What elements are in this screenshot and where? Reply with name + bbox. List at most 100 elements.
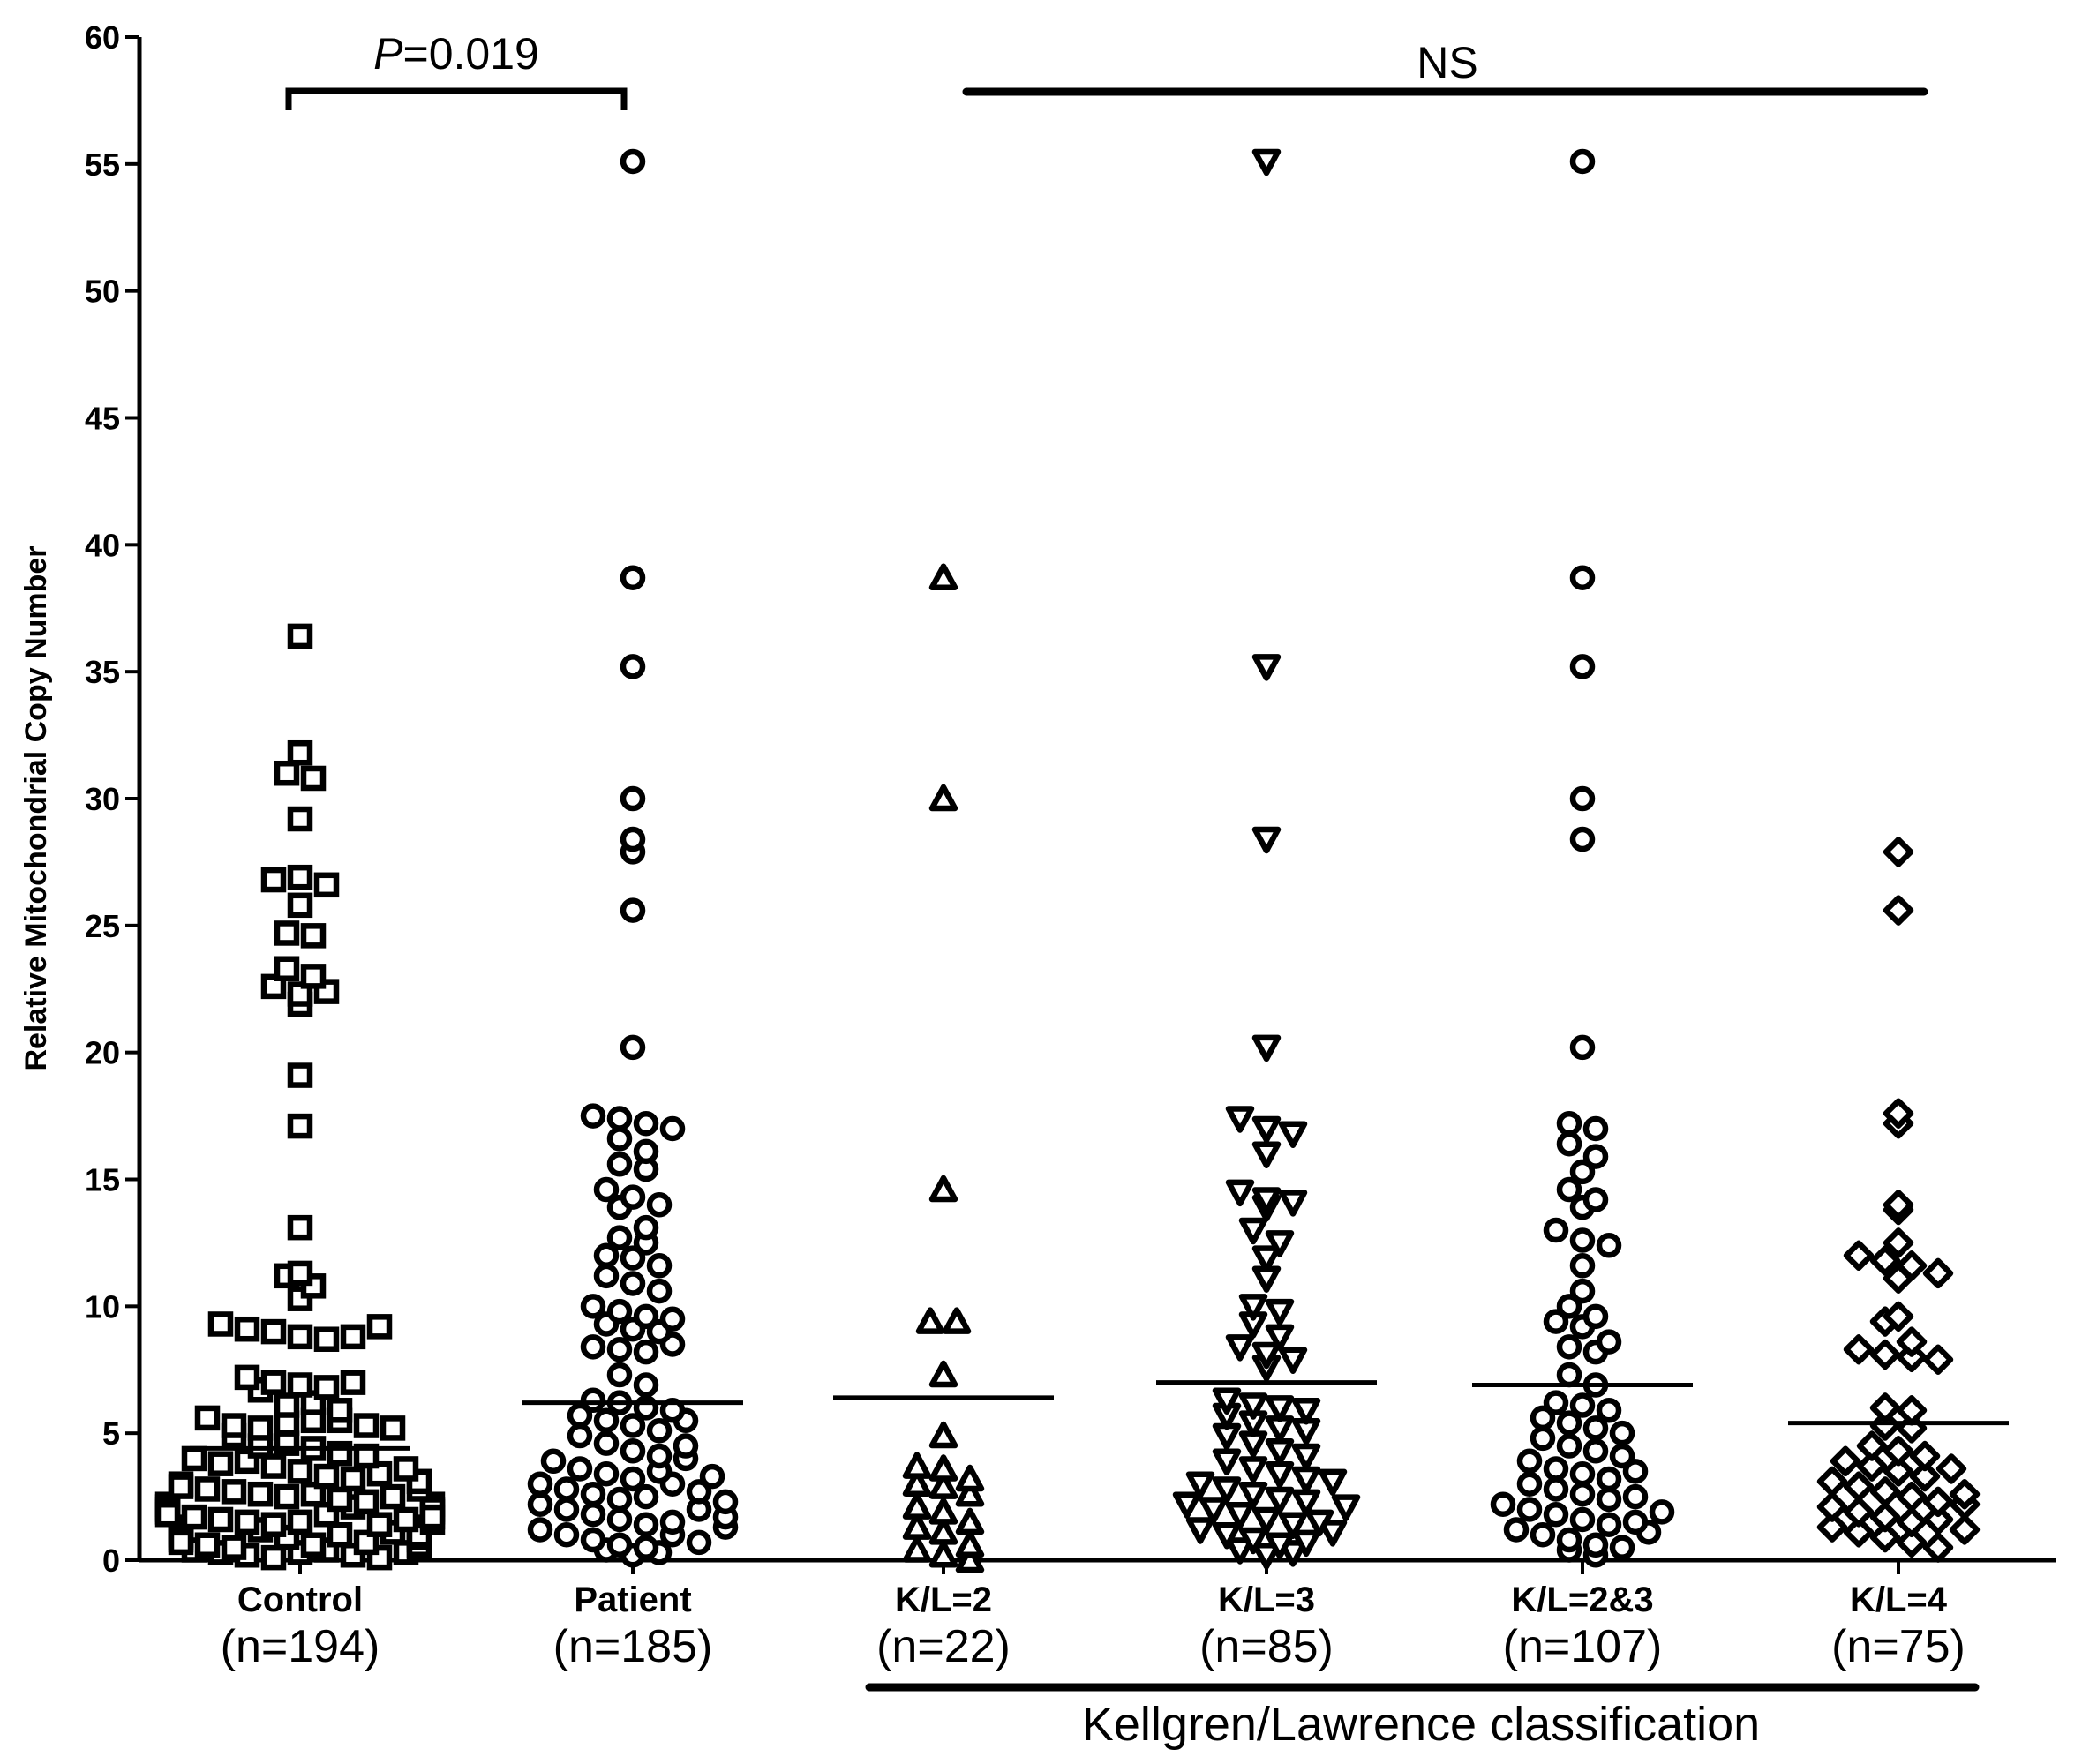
data-point: [646, 1443, 673, 1469]
data-point: [1543, 1217, 1569, 1243]
data-point: [1949, 1478, 1981, 1510]
p-value-bracket: [285, 87, 628, 110]
data-point: [606, 1126, 633, 1152]
data-point: [1582, 1144, 1609, 1169]
data-point: [1543, 1390, 1569, 1415]
data-point: [928, 1518, 958, 1545]
data-point: [287, 1509, 313, 1535]
data-point: [553, 1476, 580, 1502]
data-point: [287, 739, 313, 766]
data-point: [1883, 1301, 1914, 1332]
data-point: [274, 760, 300, 786]
sample-size-label: (n=185): [553, 1621, 713, 1672]
data-point: [393, 1456, 419, 1482]
data-point: [1596, 1466, 1622, 1492]
data-point: [1622, 1509, 1649, 1535]
data-point: [1251, 1341, 1282, 1370]
data-point: [340, 1324, 366, 1350]
data-point: [260, 1544, 287, 1571]
data-point: [1543, 1501, 1569, 1528]
data-point: [221, 1535, 247, 1560]
data-point: [1225, 1501, 1255, 1529]
data-point: [221, 1479, 247, 1505]
y-tick-label: 25: [85, 908, 120, 944]
data-point: [1856, 1451, 1888, 1482]
ns-label: NS: [1417, 38, 1477, 87]
data-point: [207, 1311, 234, 1337]
data-point: [1816, 1466, 1848, 1498]
y-tick-label: 30: [85, 781, 120, 817]
data-points: [154, 148, 1981, 1573]
data-point: [327, 1486, 353, 1513]
data-point: [1238, 1456, 1268, 1483]
data-point: [1830, 1445, 1861, 1477]
data-point: [287, 1260, 313, 1287]
data-point: [633, 1535, 659, 1560]
data-point: [1569, 1278, 1596, 1304]
data-point: [1225, 1179, 1255, 1207]
data-point: [194, 1476, 221, 1502]
data-point: [1556, 1176, 1582, 1203]
data-point: [1291, 1443, 1321, 1471]
data-point: [1609, 1443, 1635, 1469]
data-point: [1843, 1517, 1875, 1548]
data-point: [1212, 1387, 1242, 1415]
data-point: [1582, 1532, 1609, 1558]
data-point: [1869, 1339, 1901, 1370]
data-point: [181, 1445, 207, 1472]
data-point: [313, 1375, 340, 1400]
data-point: [1869, 1476, 1901, 1507]
data-point: [1596, 1512, 1622, 1537]
data-point: [955, 1479, 985, 1507]
data-point: [1490, 1491, 1516, 1517]
data-point: [1609, 1420, 1635, 1446]
data-point: [313, 872, 340, 898]
data-point: [659, 1115, 686, 1142]
data-point: [260, 1370, 287, 1395]
data-point: [1251, 1141, 1282, 1168]
sample-size-label: (n=75): [1831, 1621, 1965, 1672]
data-point: [606, 1486, 633, 1513]
data-point: [300, 923, 327, 949]
data-point: [1265, 1486, 1295, 1514]
data-point: [1265, 1460, 1295, 1489]
data-point: [1212, 1476, 1242, 1504]
data-point: [955, 1464, 985, 1492]
data-point: [1569, 1460, 1596, 1487]
data-point: [633, 1483, 659, 1510]
data-point: [1212, 1521, 1242, 1550]
data-point: [567, 1402, 593, 1429]
data-point: [1582, 1415, 1609, 1441]
data-point: [287, 864, 313, 890]
data-point: [928, 1472, 958, 1499]
data-point: [580, 1481, 606, 1507]
data-point: [606, 1298, 633, 1325]
data-point: [1569, 654, 1596, 679]
data-point: [287, 1214, 313, 1241]
data-point: [620, 785, 646, 812]
y-tick-label: 50: [85, 274, 120, 310]
y-tick-label: 15: [85, 1162, 120, 1198]
data-point: [580, 1334, 606, 1360]
data-point: [1896, 1395, 1928, 1426]
data-point: [1922, 1257, 1954, 1289]
data-point: [1251, 826, 1282, 854]
data-point: [207, 1451, 234, 1476]
data-point: [1556, 1294, 1582, 1319]
data-point: [260, 1512, 287, 1537]
data-point: [1318, 1468, 1348, 1497]
data-point: [567, 1456, 593, 1482]
data-point: [1556, 1130, 1582, 1157]
data-point: [1225, 1537, 1255, 1565]
data-point: [1883, 1436, 1914, 1467]
data-point: [393, 1506, 419, 1533]
data-point: [646, 1192, 673, 1218]
data-point: [580, 1294, 606, 1319]
data-point: [1331, 1494, 1361, 1521]
data-point: [902, 1469, 932, 1497]
data-point: [1843, 1497, 1875, 1528]
data-point: [1569, 1506, 1596, 1533]
y-axis-label: Relative Mitochondrial Copy Number: [19, 545, 53, 1070]
data-point: [633, 1512, 659, 1537]
data-point: [606, 1225, 633, 1250]
